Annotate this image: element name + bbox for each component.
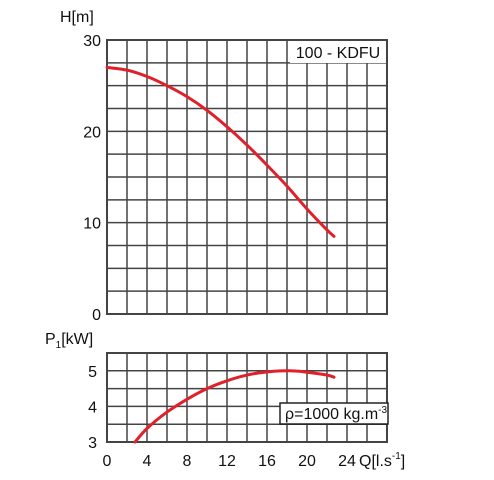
x-tick-label: 8: [183, 453, 192, 470]
power-y-tick-labels: 3 4 5: [88, 364, 97, 452]
power-series-group: [133, 369, 336, 444]
x-label-superscript: -1: [392, 451, 401, 462]
head-y-tick-label: 10: [83, 216, 101, 233]
head-y-tick-label: 30: [83, 33, 101, 50]
model-label: 100 - KDFU: [296, 45, 380, 62]
power-y-label-subscript: 1: [56, 340, 62, 351]
density-annotation: ρ=1000 kg.m-3: [285, 405, 387, 423]
density-annotation-superscript: -3: [378, 405, 387, 416]
power-curve-line: [133, 369, 336, 444]
head-chart-panel: 0 10 20 30 100 - KDFU H[m]: [60, 9, 388, 324]
x-tick-label: 4: [143, 453, 152, 470]
x-tick-label: 20: [298, 453, 316, 470]
x-label-end: ]: [401, 453, 405, 470]
head-y-axis-label: H[m]: [60, 9, 94, 26]
density-annotation-box: [279, 402, 389, 425]
power-y-axis-label: P1[kW]: [45, 331, 93, 351]
x-tick-label: 12: [218, 453, 236, 470]
power-chart-panel: 3 4 5 0 4 8 12 16 20 24 P1[kW] Q[l.s-1] ρ=1000 k…: [45, 331, 405, 470]
density-annotation-main: ρ=1000 kg.m: [285, 406, 378, 423]
x-tick-label: 24: [338, 453, 356, 470]
power-chart-frame: [106, 352, 388, 443]
x-axis-label: Q[l.s-1]: [359, 451, 405, 470]
x-tick-label: 16: [258, 453, 276, 470]
power-y-label-main: P: [45, 331, 56, 348]
power-y-label-unit: [kW]: [61, 331, 93, 348]
head-grid: [107, 40, 387, 314]
model-label-background: [290, 41, 386, 63]
power-y-tick-label: 4: [88, 399, 97, 416]
head-chart-frame: [106, 39, 388, 315]
head-y-tick-label: 20: [83, 124, 101, 141]
power-y-tick-label: 3: [88, 435, 97, 452]
x-tick-label: 0: [103, 453, 112, 470]
head-series-group: [105, 65, 336, 238]
head-y-tick-label: 0: [92, 307, 101, 324]
head-curve-line: [105, 65, 336, 238]
head-y-tick-labels: 0 10 20 30: [83, 33, 101, 324]
power-y-tick-label: 5: [88, 364, 97, 381]
x-label-main: Q[l.s: [359, 453, 392, 470]
x-tick-labels: 0 4 8 12 16 20 24: [103, 453, 356, 470]
